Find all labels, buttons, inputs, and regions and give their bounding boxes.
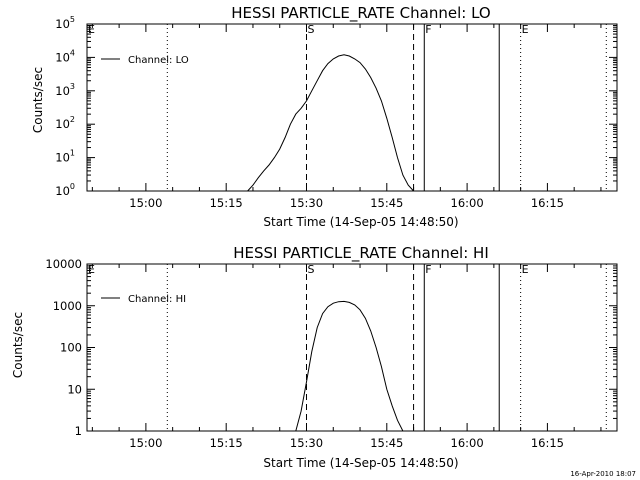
hi-ytick-label: 100 [60,341,82,355]
lo-xtick-label: 15:30 [290,196,323,210]
lo-xtick-label: 16:15 [531,196,564,210]
lo-marker-label: E [88,23,95,36]
lo-xtick-label: 15:45 [370,196,403,210]
lo-xtick-label: 15:15 [210,196,243,210]
hi-series-line [295,300,404,432]
lo-marker-label: S [307,23,314,36]
lo-ylabel: Counts/sec [31,67,45,133]
footer-timestamp: 16-Apr-2010 18:07 [570,470,636,478]
hi-xtick-label: 16:00 [451,436,484,450]
hi-ytick-label: 1 [75,424,82,438]
lo-frame [86,23,618,192]
hi-frame [86,263,618,432]
hi-legend-label: Channel: HI [128,294,186,305]
hi-panel: HESSI PARTICLE_RATE Channel: HI Counts/s… [11,244,618,470]
hi-marker-label: E [88,263,95,276]
lo-ytick-label: 101 [55,149,75,165]
lo-ytick-label: 100 [55,182,75,198]
lo-title: HESSI PARTICLE_RATE Channel: LO [231,4,490,23]
hi-marker-label: F [425,263,431,276]
hi-xtick-label: 15:30 [290,436,323,450]
lo-marker-label: F [425,23,431,36]
lo-plot-area: 15:00 15:15 15:30 15:45 16:00 16:15 100 101 102 1… [55,15,618,210]
hi-marker-label: E [522,263,529,276]
hi-xtick-label: 15:45 [370,436,403,450]
lo-xtick-label: 15:00 [129,196,162,210]
lo-ytick-label: 105 [55,15,75,31]
lo-ytick-label: 104 [55,48,75,64]
hi-title: HESSI PARTICLE_RATE Channel: HI [233,244,489,263]
lo-xtick-label: 16:00 [451,196,484,210]
lo-panel: HESSI PARTICLE_RATE Channel: LO Counts/s… [31,4,618,229]
hi-xtick-label: 15:15 [210,436,243,450]
hi-ylabel: Counts/sec [11,312,25,378]
hi-ytick-label: 1000 [53,299,82,313]
hi-xtick-label: 15:00 [129,436,162,450]
hi-plot-area: 15:00 15:15 15:30 15:45 16:00 16:15 1 10 100 1000… [45,257,618,450]
lo-series-line [247,54,414,192]
lo-legend-label: Channel: LO [128,55,189,66]
lo-marker-label: E [522,23,529,36]
hi-marker-label: S [307,263,314,276]
lo-ytick-label: 102 [55,115,75,131]
lo-ytick-label: 103 [55,82,75,98]
lo-xlabel: Start Time (14-Sep-05 14:48:50) [263,215,458,229]
hi-xlabel: Start Time (14-Sep-05 14:48:50) [263,456,458,470]
hi-ytick-label: 10000 [45,257,82,271]
hi-ytick-label: 10 [67,382,82,396]
hi-xtick-label: 16:15 [531,436,564,450]
